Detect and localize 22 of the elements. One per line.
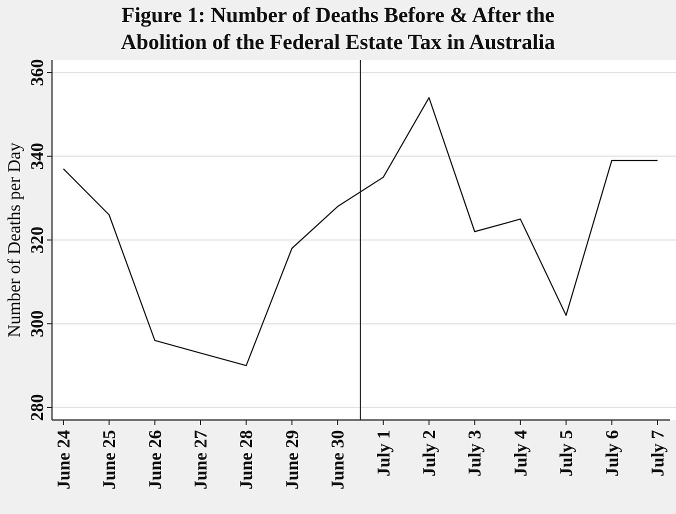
y-tick-label: 340 [27, 142, 47, 170]
x-tick-label: July 4 [510, 430, 530, 477]
x-tick-label: June 25 [99, 430, 120, 490]
x-tick-label: July 5 [556, 430, 576, 477]
x-tick-label: June 30 [328, 430, 348, 490]
x-tick-label: July 2 [418, 430, 439, 477]
line-series [62, 97, 658, 366]
y-tick-label: 360 [27, 59, 47, 86]
y-tick-label: 320 [27, 226, 47, 254]
y-axis-title: Number of Deaths per Day [4, 142, 24, 338]
y-tick-label: 280 [27, 394, 47, 421]
x-tick-label: June 29 [282, 430, 302, 490]
chart-title: Figure 1: Number of Deaths Before & After the Abolition of the Federal Estate Tax in Australia [120, 3, 556, 54]
x-tick-label: June 24 [53, 430, 74, 490]
x-tick-label: July 3 [464, 430, 485, 477]
x-tick-label: July 1 [373, 430, 394, 477]
x-tick-label: June 27 [190, 430, 211, 490]
x-tick-label: June 28 [236, 430, 256, 490]
y-tick-label: 300 [27, 310, 47, 338]
x-tick-label: June 26 [144, 430, 165, 490]
x-tick-label: July 6 [602, 430, 622, 477]
x-tick-label: July 7 [647, 430, 668, 477]
